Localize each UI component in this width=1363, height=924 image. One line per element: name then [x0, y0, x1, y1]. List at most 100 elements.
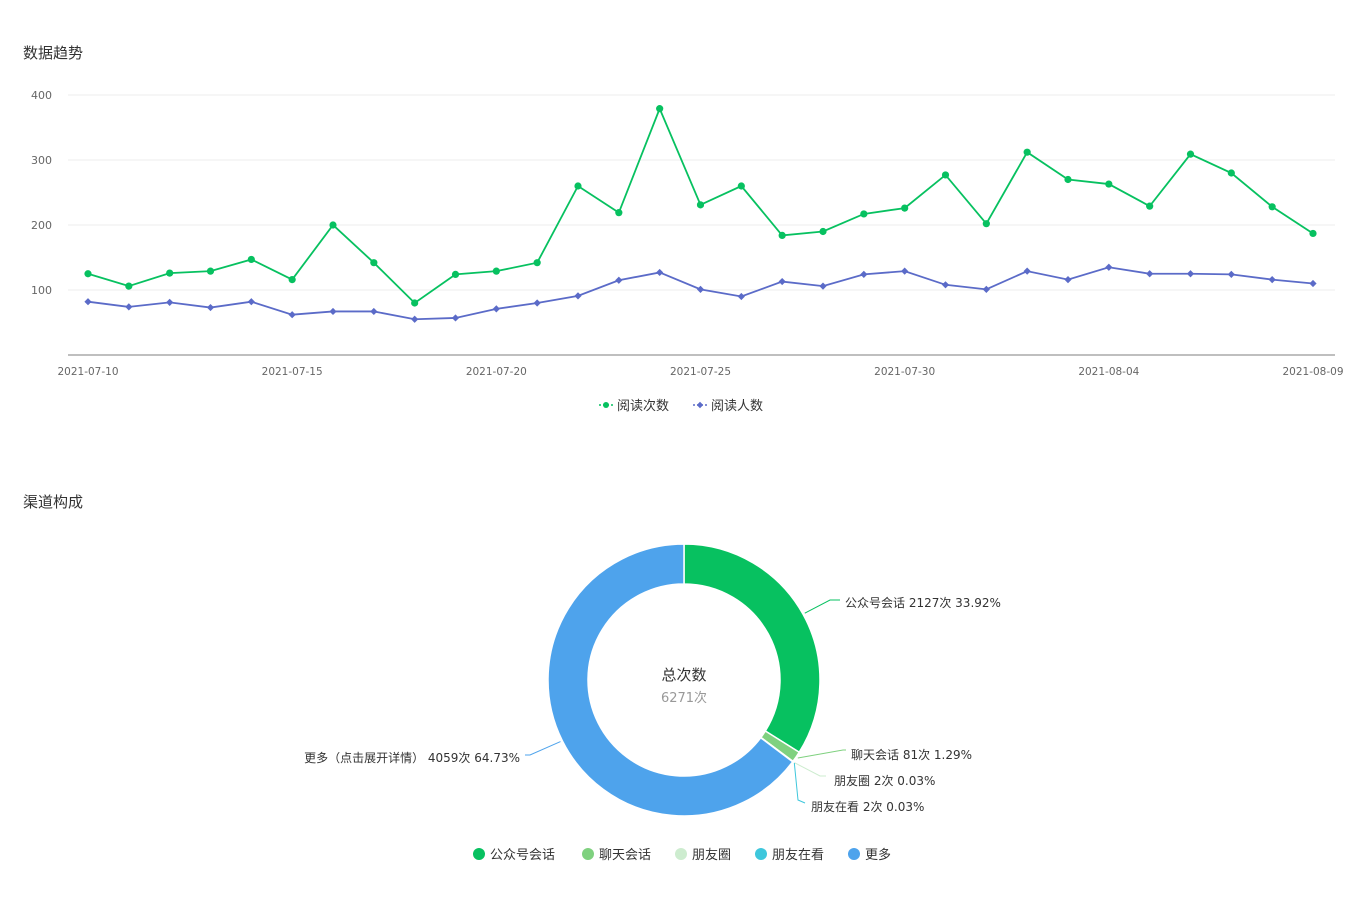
legend-dot-icon [582, 848, 594, 860]
x-tick-label: 2021-08-09 [1282, 366, 1343, 378]
slice-label: 更多（点击展开详情） 4059次 64.73% [304, 750, 520, 765]
data-point[interactable] [84, 270, 92, 278]
data-point[interactable] [451, 270, 460, 278]
data-point[interactable] [1146, 202, 1154, 210]
data-point[interactable] [166, 269, 174, 277]
data-point[interactable] [778, 231, 786, 239]
data-point[interactable] [901, 267, 909, 275]
data-point[interactable] [247, 255, 255, 264]
data-point[interactable] [206, 267, 215, 275]
legend-item-5[interactable]: 更多 [848, 847, 891, 863]
data-point[interactable] [288, 276, 296, 284]
x-tick-label: 2021-08-04 [1078, 366, 1139, 378]
slice-label: 朋友圈 2次 0.03% [834, 774, 935, 788]
legend-item-4[interactable]: 朋友在看 [755, 847, 824, 863]
data-point[interactable] [1227, 270, 1235, 278]
data-point[interactable] [1064, 175, 1072, 184]
series-line-2 [87, 266, 1314, 321]
data-point[interactable] [574, 292, 582, 300]
data-point[interactable] [1227, 169, 1235, 177]
data-point[interactable] [941, 281, 950, 289]
legend-dot-icon [473, 848, 485, 860]
data-point[interactable] [1309, 229, 1317, 238]
legend-label: 阅读人数 [711, 399, 763, 414]
legend-item-1[interactable]: 阅读次数 [599, 398, 669, 414]
data-point[interactable] [615, 276, 623, 284]
donut-center-title: 总次数 [661, 666, 706, 684]
legend-dot-icon [848, 848, 860, 860]
data-point[interactable] [860, 210, 868, 218]
trend-section-title: 数据趋势 [23, 44, 84, 62]
data-point[interactable] [329, 221, 337, 229]
donut-slice-1[interactable] [683, 543, 821, 754]
data-point[interactable] [819, 282, 827, 290]
data-point[interactable] [492, 305, 500, 313]
data-point[interactable] [125, 282, 133, 290]
data-point[interactable] [574, 182, 582, 190]
data-point[interactable] [1023, 148, 1031, 156]
data-point[interactable] [1268, 276, 1276, 284]
legend-label: 聊天会话 [599, 848, 651, 863]
legend-item-3[interactable]: 朋友圈 [675, 847, 731, 863]
y-tick-label: 400 [31, 89, 52, 102]
legend-item-2[interactable]: 阅读人数 [693, 399, 763, 414]
label-leader-line [525, 741, 561, 756]
data-point[interactable] [656, 268, 664, 277]
slice-label: 公众号会话 2127次 33.92% [845, 596, 1001, 610]
data-point[interactable] [411, 299, 419, 307]
legend-dot-icon [675, 848, 687, 860]
data-point[interactable] [1268, 203, 1276, 211]
data-point[interactable] [411, 315, 419, 323]
legend-item-1[interactable]: 公众号会话 [473, 848, 555, 863]
data-point[interactable] [901, 204, 909, 212]
data-point[interactable] [1105, 180, 1113, 188]
data-point[interactable] [1309, 279, 1317, 288]
legend-label: 阅读次数 [617, 398, 669, 414]
data-point[interactable] [370, 307, 378, 316]
data-point[interactable] [329, 307, 337, 316]
legend-label: 朋友在看 [772, 847, 824, 863]
x-tick-label: 2021-07-30 [874, 366, 935, 378]
data-point[interactable] [737, 292, 745, 301]
trend-line-chart: 100 200 300 400 2021-07-10 2021-07-15 2021-07-… [31, 89, 1344, 414]
x-tick-label: 2021-07-10 [57, 366, 118, 378]
y-tick-label: 100 [31, 284, 52, 297]
donut-slice-5[interactable] [547, 543, 794, 817]
legend-item-2[interactable]: 聊天会话 [582, 848, 651, 863]
data-point[interactable] [533, 259, 541, 267]
data-point[interactable] [982, 285, 990, 293]
data-point[interactable] [370, 259, 378, 267]
slice-label: 朋友在看 2次 0.03% [811, 800, 924, 814]
data-point[interactable] [533, 299, 541, 307]
data-point[interactable] [1146, 270, 1154, 278]
data-point[interactable] [1105, 263, 1113, 271]
data-point[interactable] [451, 314, 460, 322]
data-point[interactable] [247, 298, 255, 306]
data-point[interactable] [860, 270, 868, 278]
data-point[interactable] [288, 311, 296, 319]
data-point[interactable] [1186, 150, 1195, 158]
label-leader-line [804, 599, 840, 614]
x-tick-label: 2021-07-20 [466, 366, 527, 378]
data-point[interactable] [125, 303, 133, 311]
data-point[interactable] [84, 298, 92, 306]
x-tick-label: 2021-07-25 [670, 366, 731, 378]
data-point[interactable] [737, 182, 745, 190]
data-point[interactable] [166, 298, 174, 306]
data-point[interactable] [696, 285, 705, 293]
data-point[interactable] [206, 303, 215, 312]
x-tick-label: 2021-07-15 [262, 366, 323, 378]
data-point[interactable] [1186, 270, 1195, 278]
data-point[interactable] [656, 105, 664, 113]
legend-marker-icon [603, 402, 609, 408]
data-point[interactable] [1064, 276, 1072, 284]
channel-section-title: 渠道构成 [23, 493, 84, 511]
data-point[interactable] [615, 209, 623, 217]
data-point[interactable] [696, 201, 705, 209]
data-point[interactable] [982, 220, 990, 228]
data-point[interactable] [778, 277, 786, 286]
data-point[interactable] [1023, 267, 1031, 275]
data-point[interactable] [819, 227, 827, 236]
data-point[interactable] [941, 171, 950, 179]
data-point[interactable] [492, 267, 500, 275]
